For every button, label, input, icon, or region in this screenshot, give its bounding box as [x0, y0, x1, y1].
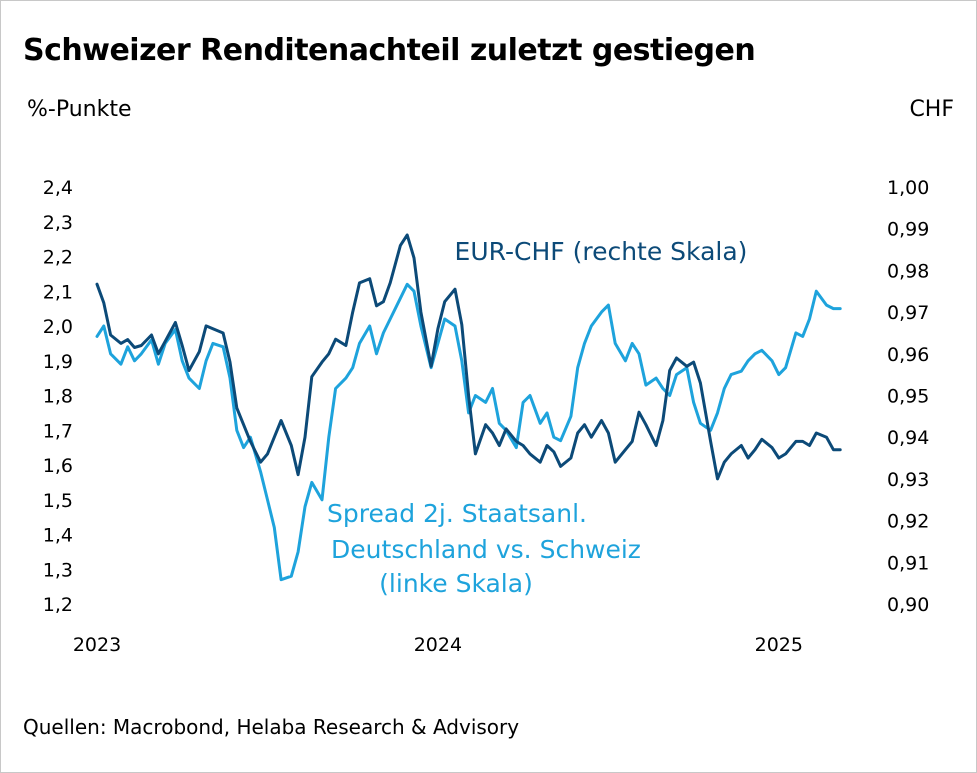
chart-title: Schweizer Renditenachteil zuletzt gestie… — [23, 33, 756, 68]
left-y-tick-label: 2,4 — [43, 177, 73, 199]
right-y-tick-label: 0,94 — [887, 427, 929, 449]
right-y-tick-label: 0,95 — [887, 386, 929, 408]
left-y-tick-label: 1,7 — [43, 420, 73, 442]
left-y-tick-label: 1,3 — [43, 559, 73, 581]
x-tick-label: 2024 — [414, 634, 462, 656]
right-y-tick-labels: 0,90 0,91 0,92 0,93 0,94 0,95 0,96 0,97 0,98 0,99… — [887, 177, 929, 616]
x-tick-label: 2023 — [73, 634, 121, 656]
source-note: Quellen: Macrobond, Helaba Research & Ad… — [23, 715, 520, 739]
left-y-tick-labels: 1,2 1,3 1,4 1,5 1,6 1,7 1,8 1,9 2,0 2,1 2,2 2,3 2,4 — [43, 177, 73, 616]
right-y-tick-label: 0,97 — [887, 302, 929, 324]
spread-annotation-line: Deutschland vs. Schweiz — [331, 535, 641, 564]
right-y-tick-label: 0,91 — [887, 552, 929, 574]
right-y-tick-label: 0,90 — [887, 594, 929, 616]
left-axis-unit: %-Punkte — [27, 97, 132, 122]
left-y-tick-label: 1,5 — [43, 490, 73, 512]
right-y-tick-label: 0,98 — [887, 260, 929, 282]
left-y-tick-label: 1,4 — [43, 525, 73, 547]
left-y-tick-label: 1,2 — [43, 594, 73, 616]
right-axis-unit: CHF — [909, 97, 954, 122]
eurchf-annotation: EUR-CHF (rechte Skala) — [455, 237, 748, 266]
spread-series-line — [95, 282, 842, 582]
left-y-tick-label: 2,3 — [43, 212, 73, 234]
line-chart: 1,21,31,41,51,61,71,81,92,02,12,22,32,4 … — [43, 177, 930, 656]
series-lines — [95, 233, 842, 582]
eurchf-series-line — [95, 233, 842, 481]
left-y-tick-label: 1,9 — [43, 351, 73, 373]
left-y-tick-label: 2,0 — [43, 316, 73, 338]
left-y-tick-label: 2,2 — [43, 247, 73, 269]
left-y-tick-label: 1,6 — [43, 455, 73, 477]
x-tick-labels: 2023 2024 2025 — [73, 634, 803, 656]
right-y-tick-label: 1,00 — [887, 177, 929, 199]
spread-annotation-line: Spread 2j. Staatsanl. — [327, 499, 587, 528]
left-y-tick-label: 1,8 — [43, 386, 73, 408]
right-y-tick-label: 0,99 — [887, 219, 929, 241]
right-y-tick-label: 0,93 — [887, 469, 929, 491]
left-y-tick-label: 2,1 — [43, 281, 73, 303]
series-annotations: EUR-CHF (rechte Skala) Spread 2j. Staatsa… — [327, 237, 747, 598]
x-tick-label: 2025 — [755, 634, 803, 656]
spread-annotation-line: (linke Skala) — [379, 569, 533, 598]
right-y-tick-label: 0,96 — [887, 344, 929, 366]
right-y-tick-label: 0,92 — [887, 511, 929, 533]
